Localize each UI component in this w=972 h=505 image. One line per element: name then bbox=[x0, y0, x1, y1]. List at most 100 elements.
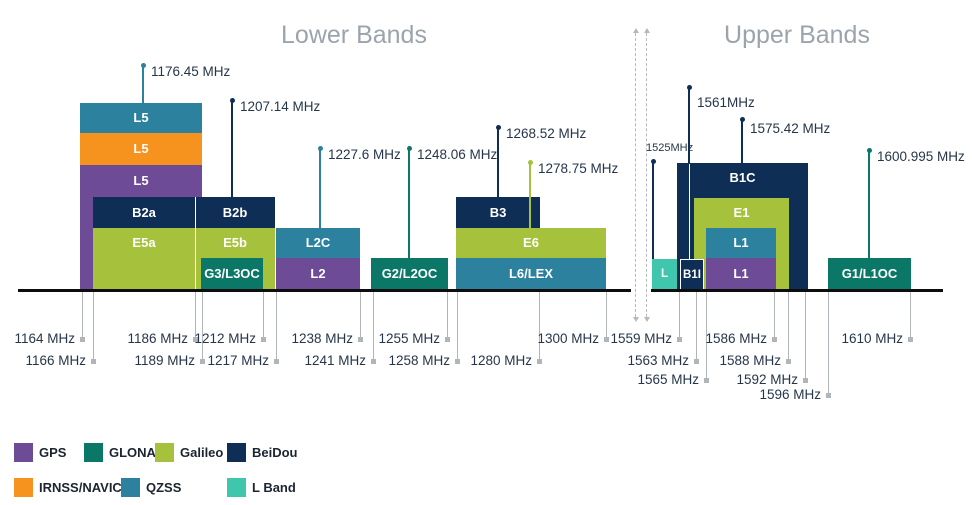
band-block-l2: L2 bbox=[276, 258, 360, 289]
divider-arrow-up-icon bbox=[643, 28, 650, 33]
freq-label-1565-mhz: 1565 MHz bbox=[637, 372, 699, 387]
band-label: G2/L2OC bbox=[381, 266, 438, 281]
divider-arrow-down-icon bbox=[632, 317, 639, 322]
axis-tick-icon bbox=[826, 393, 831, 398]
axis-tick-icon bbox=[445, 337, 450, 342]
freq-label-1166-mhz: 1166 MHz bbox=[25, 353, 86, 368]
freq-marker-dot-icon bbox=[650, 158, 656, 164]
band-label: E5b bbox=[223, 235, 247, 250]
band-label: E1 bbox=[733, 205, 750, 220]
freq-label-1176.45-mhz: 1176.45 MHz bbox=[151, 64, 231, 79]
axis-tick-stem-1164-mhz bbox=[82, 292, 83, 339]
band-label: G3/L3OC bbox=[204, 266, 260, 281]
band-block-l5: L5 bbox=[80, 103, 202, 133]
band-block-b3: B3 bbox=[456, 197, 540, 228]
divider-dashed-line-2 bbox=[646, 33, 647, 317]
freq-label-1610-mhz: 1610 MHz bbox=[841, 331, 903, 346]
freq-marker-dot-icon bbox=[739, 116, 745, 122]
axis-tick-icon bbox=[274, 359, 279, 364]
freq-label-1561mhz: 1561MHz bbox=[697, 95, 755, 110]
legend-item-qzss: QZSS bbox=[121, 478, 181, 497]
band-label: L2C bbox=[305, 235, 331, 250]
lower-bands-title: Lower Bands bbox=[281, 21, 427, 49]
axis-tick-icon bbox=[803, 378, 808, 383]
freq-label-1280-mhz: 1280 MHz bbox=[470, 353, 532, 368]
axis-tick-stem-1300-mhz bbox=[606, 292, 607, 339]
band-label: L bbox=[660, 268, 669, 280]
divider-dashed-line-1 bbox=[635, 33, 636, 317]
freq-label-1600.995-mhz: 1600.995 MHz bbox=[877, 149, 965, 164]
axis-tick-stem-1563-mhz bbox=[696, 292, 697, 361]
axis-tick-icon bbox=[91, 359, 96, 364]
axis-tick-icon bbox=[704, 378, 709, 383]
axis-tick-stem-1217-mhz bbox=[276, 292, 277, 361]
freq-marker-stem-1207.14-mhz bbox=[231, 100, 233, 197]
freq-label-1189-mhz: 1189 MHz bbox=[134, 353, 195, 368]
legend-label: GPS bbox=[39, 445, 67, 460]
freq-marker-stem-1575.42-mhz bbox=[741, 119, 743, 163]
axis-tick-stem-1241-mhz bbox=[373, 292, 374, 361]
legend-swatch-beidou bbox=[227, 443, 246, 462]
freq-label-1268.52-mhz: 1268.52 MHz bbox=[506, 126, 587, 141]
axis-tick-stem-1166-mhz bbox=[93, 292, 94, 361]
freq-label-1300-mhz: 1300 MHz bbox=[537, 331, 599, 346]
band-label: B2a bbox=[132, 205, 156, 220]
band-block-l1: L1 bbox=[706, 258, 776, 289]
freq-label-1212-mhz: 1212 MHz bbox=[194, 331, 256, 346]
freq-label-1575.42-mhz: 1575.42 MHz bbox=[750, 121, 831, 136]
divider-arrow-down-icon bbox=[643, 317, 650, 322]
axis-tick-stem-1596-mhz bbox=[828, 292, 829, 395]
legend-label: L Band bbox=[252, 480, 296, 495]
axis-tick-icon bbox=[80, 337, 85, 342]
freq-marker-stem-1600.995-mhz bbox=[868, 150, 870, 258]
freq-label-1559-mhz: 1559 MHz bbox=[610, 331, 672, 346]
freq-label-1278.75-mhz: 1278.75 MHz bbox=[538, 161, 619, 176]
axis-tick-icon bbox=[694, 359, 699, 364]
axis-tick-icon bbox=[908, 337, 913, 342]
axis-tick-icon bbox=[193, 337, 198, 342]
freq-label-1241-mhz: 1241 MHz bbox=[304, 353, 366, 368]
band-label: B1C bbox=[729, 170, 756, 185]
frequency-axis-line-lower bbox=[18, 288, 631, 292]
freq-marker-stem-1561mhz bbox=[688, 87, 690, 163]
legend-swatch-gps bbox=[14, 443, 33, 462]
freq-label-1217-mhz: 1217 MHz bbox=[207, 353, 269, 368]
axis-tick-icon bbox=[772, 337, 777, 342]
freq-label-1238-mhz: 1238 MHz bbox=[291, 331, 353, 346]
band-label: G1/L1OC bbox=[841, 266, 898, 281]
legend-label: Galileo bbox=[180, 445, 224, 460]
legend-label: QZSS bbox=[146, 480, 182, 495]
band-block-l5: L5 bbox=[80, 165, 202, 197]
axis-tick-stem-1238-mhz bbox=[360, 292, 361, 339]
legend-item-beidou: BeiDou bbox=[227, 443, 298, 462]
freq-label-1563-mhz: 1563 MHz bbox=[627, 353, 689, 368]
axis-tick-stem-1255-mhz bbox=[447, 292, 448, 339]
freq-marker-stem-1176.45-mhz bbox=[142, 65, 144, 103]
band-label: L5 bbox=[133, 173, 149, 188]
legend-item-galileo: Galileo bbox=[155, 443, 223, 462]
freq-marker-dot-icon bbox=[406, 145, 412, 151]
freq-label-1586-mhz: 1586 MHz bbox=[705, 331, 767, 346]
band-label: L1 bbox=[733, 235, 749, 250]
legend-item-l-band: L Band bbox=[227, 478, 296, 497]
freq-label-1227.6-mhz: 1227.6 MHz bbox=[328, 147, 401, 162]
divider-arrow-up-icon bbox=[632, 28, 639, 33]
axis-tick-icon bbox=[261, 337, 266, 342]
legend-swatch-irnss bbox=[14, 478, 33, 497]
freq-label-1255-mhz: 1255 MHz bbox=[378, 331, 440, 346]
axis-tick-icon bbox=[537, 359, 542, 364]
band-block-e5a: E5a bbox=[93, 228, 195, 289]
band-block-l1: L1 bbox=[706, 228, 776, 258]
freq-marker-dot-icon bbox=[686, 84, 692, 90]
band-block-g3-l3oc: G3/L3OC bbox=[201, 258, 263, 289]
band-block-g1-l1oc: G1/L1OC bbox=[828, 258, 911, 289]
band-block-b1i: B1I bbox=[680, 259, 704, 289]
band-label: L5 bbox=[133, 141, 149, 156]
freq-marker-stem-1227.6-mhz bbox=[319, 148, 321, 228]
band-label: E6 bbox=[523, 235, 539, 250]
band-label: B1I bbox=[683, 269, 701, 281]
freq-label-1525mhz: 1525MHz bbox=[646, 142, 694, 154]
band-label: L5 bbox=[133, 110, 149, 125]
freq-marker-dot-icon bbox=[140, 62, 146, 68]
